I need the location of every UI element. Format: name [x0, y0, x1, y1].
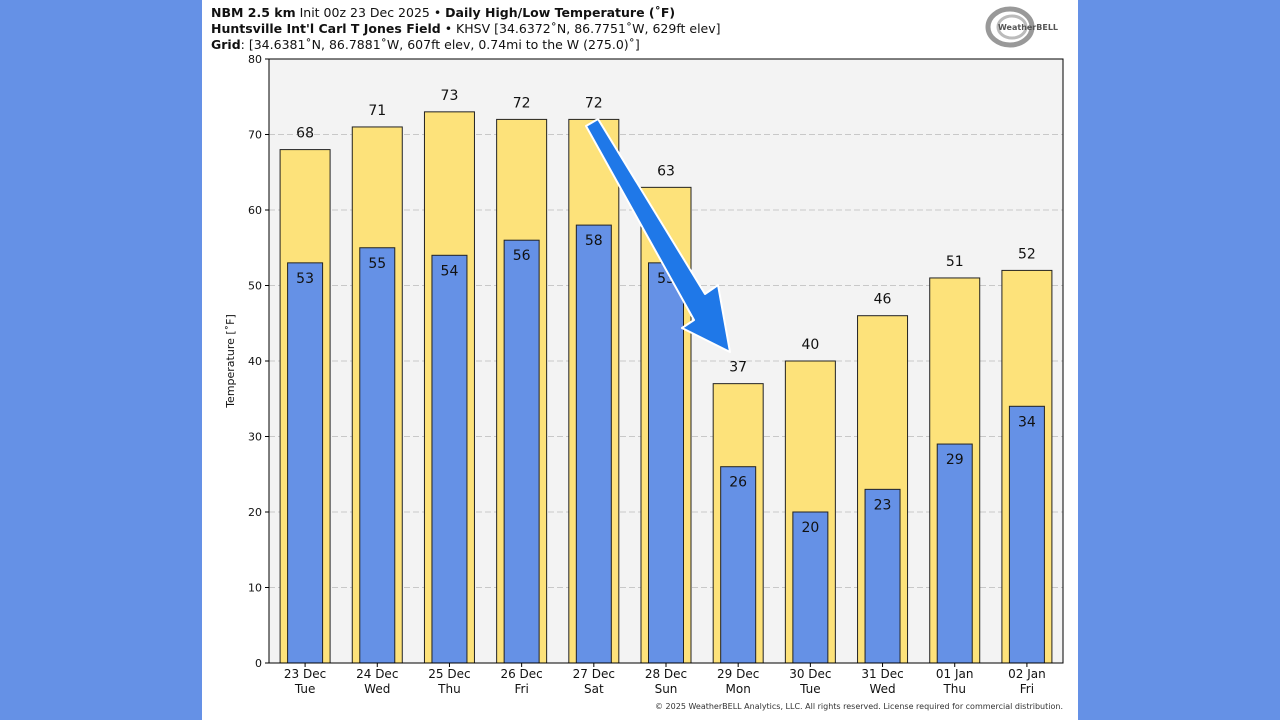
svg-text:WeatherBELL: WeatherBELL	[998, 23, 1058, 32]
low-bar	[792, 511, 829, 664]
weatherbell-logo: WeatherBELL	[985, 6, 1058, 48]
low-value-label: 58	[585, 233, 603, 249]
low-value-label: 55	[368, 256, 386, 272]
low-bar	[1008, 405, 1045, 664]
low-bar	[359, 247, 396, 664]
copyright-footer: © 2025 WeatherBELL Analytics, LLC. All r…	[655, 702, 1063, 711]
y-axis-label: Temperature [˚F]	[224, 314, 237, 409]
high-value-label: 63	[657, 163, 675, 179]
high-value-label: 52	[1018, 246, 1036, 262]
high-value-label: 71	[368, 103, 386, 119]
high-value-label: 40	[801, 337, 819, 353]
x-tick-label-day: Fri	[514, 682, 528, 696]
y-tick-label: 60	[248, 204, 262, 217]
low-value-label: 34	[1018, 414, 1036, 430]
low-value-label: 29	[946, 452, 964, 468]
x-tick-label-date: 27 Dec	[573, 667, 615, 681]
y-tick-label: 0	[255, 657, 262, 670]
x-tick-label-day: Fri	[1020, 682, 1034, 696]
high-value-label: 37	[729, 360, 747, 376]
high-value-label: 68	[296, 126, 314, 142]
low-bar	[575, 224, 612, 664]
y-tick-label: 80	[248, 53, 262, 66]
y-tick-label: 70	[248, 129, 262, 142]
x-tick-label-day: Thu	[437, 682, 461, 696]
y-tick-label: 10	[248, 582, 262, 595]
low-value-label: 53	[296, 271, 314, 287]
low-value-label: 20	[801, 520, 819, 536]
x-tick-label-day: Sun	[655, 682, 678, 696]
x-tick-label-day: Mon	[726, 682, 751, 696]
arrow-annotation	[585, 118, 731, 353]
x-tick-label-day: Tue	[799, 682, 821, 696]
x-tick-label-date: 28 Dec	[645, 667, 687, 681]
title-line-1: NBM 2.5 km Init 00z 23 Dec 2025 • Daily …	[211, 5, 676, 20]
x-tick-label-date: 24 Dec	[356, 667, 398, 681]
x-tick-label-day: Thu	[942, 682, 966, 696]
x-tick-label-day: Wed	[364, 682, 390, 696]
x-tick-label-date: 23 Dec	[284, 667, 326, 681]
x-tick-label-day: Wed	[869, 682, 895, 696]
arrow-icon	[585, 118, 731, 353]
title-line-3: Grid: [34.6381˚N, 86.7881˚W, 607ft elev,…	[211, 37, 640, 52]
low-bar	[720, 466, 757, 664]
x-tick-label-date: 02 Jan	[1008, 667, 1046, 681]
low-bar	[503, 239, 540, 664]
x-tick-label-date: 29 Dec	[717, 667, 759, 681]
low-value-label: 26	[729, 475, 747, 491]
low-bar	[864, 488, 901, 664]
high-value-label: 72	[585, 95, 603, 111]
low-value-label: 56	[513, 248, 531, 264]
x-tick-label-date: 25 Dec	[428, 667, 470, 681]
x-tick-label-date: 26 Dec	[500, 667, 542, 681]
y-tick-label: 20	[248, 506, 262, 519]
low-bar	[287, 262, 324, 664]
low-bar	[936, 443, 973, 664]
low-bar	[431, 254, 468, 664]
y-tick-label: 50	[248, 280, 262, 293]
low-value-label: 23	[874, 497, 892, 513]
high-value-label: 73	[441, 88, 459, 104]
x-tick-label-date: 31 Dec	[861, 667, 903, 681]
y-tick-label: 30	[248, 431, 262, 444]
plot-frame	[268, 58, 1064, 664]
x-tick-label-date: 01 Jan	[936, 667, 974, 681]
low-bar	[648, 262, 684, 664]
x-tick-label-day: Sat	[584, 682, 604, 696]
high-value-label: 72	[513, 95, 531, 111]
x-tick-label-date: 30 Dec	[789, 667, 831, 681]
x-tick-label-day: Tue	[294, 682, 316, 696]
title-line-2: Huntsville Int'l Carl T Jones Field • KH…	[211, 21, 721, 36]
high-value-label: 46	[874, 292, 892, 308]
y-tick-label: 40	[248, 355, 262, 368]
low-value-label: 54	[441, 263, 459, 279]
high-value-label: 51	[946, 254, 964, 270]
